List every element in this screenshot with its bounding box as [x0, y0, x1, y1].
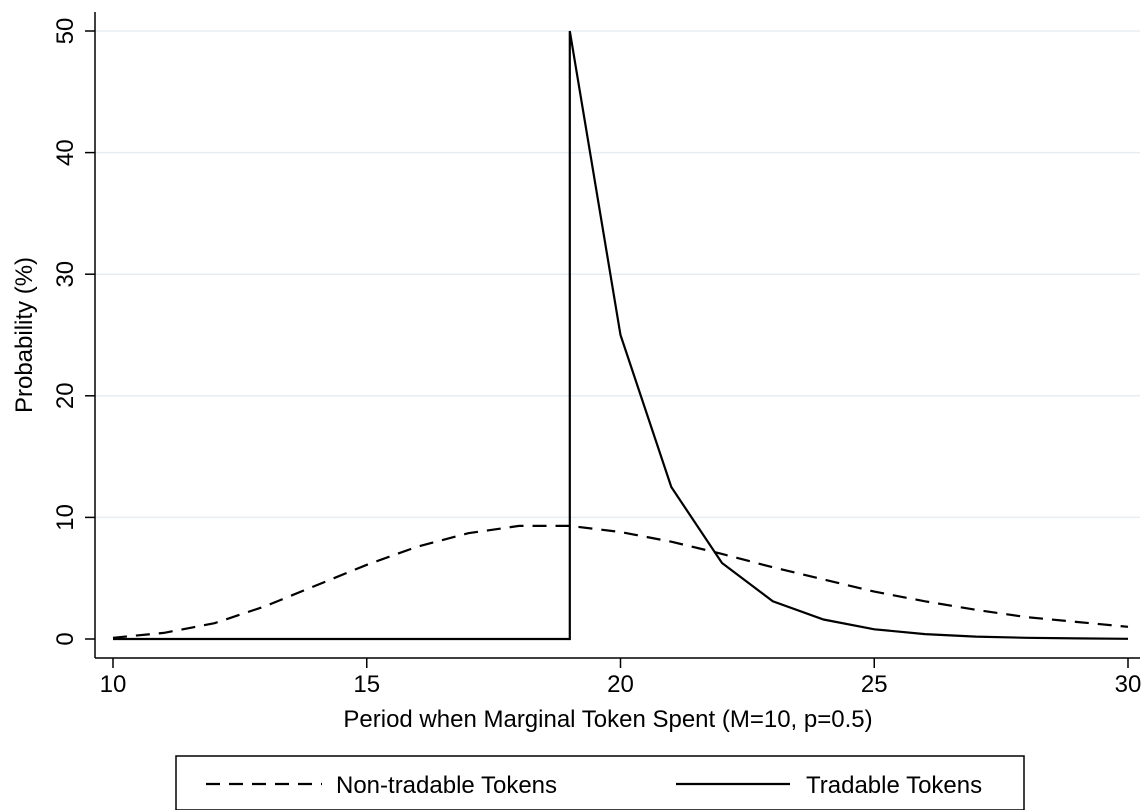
- legend-label-non-tradable: Non-tradable Tokens: [336, 772, 557, 799]
- legend: Non-tradable Tokens Tradable Tokens: [176, 756, 1024, 810]
- x-tick-label-25: 25: [861, 671, 888, 698]
- y-tick-label-40: 40: [52, 139, 79, 166]
- legend-label-tradable: Tradable Tokens: [806, 772, 982, 799]
- x-axis-title: Period when Marginal Token Spent (M=10, …: [343, 706, 872, 733]
- y-tick-label-50: 50: [52, 18, 79, 45]
- y-axis-title: Probability (%): [11, 257, 38, 413]
- y-tick-label-30: 30: [52, 261, 79, 288]
- y-tick-label-0: 0: [52, 632, 79, 645]
- series-lines: [113, 31, 1128, 639]
- series-line-non-tradable: [113, 526, 1128, 638]
- gridlines: [95, 31, 1140, 517]
- axes: 0 10 20 30 40 50 10 15 20 25 30: [52, 12, 1141, 698]
- x-tick-label-10: 10: [100, 671, 127, 698]
- x-tick-label-30: 30: [1115, 671, 1142, 698]
- y-tick-label-10: 10: [52, 504, 79, 531]
- y-tick-label-20: 20: [52, 382, 79, 409]
- x-tick-label-15: 15: [353, 671, 380, 698]
- x-tick-label-20: 20: [607, 671, 634, 698]
- series-line-tradable: [113, 31, 1128, 639]
